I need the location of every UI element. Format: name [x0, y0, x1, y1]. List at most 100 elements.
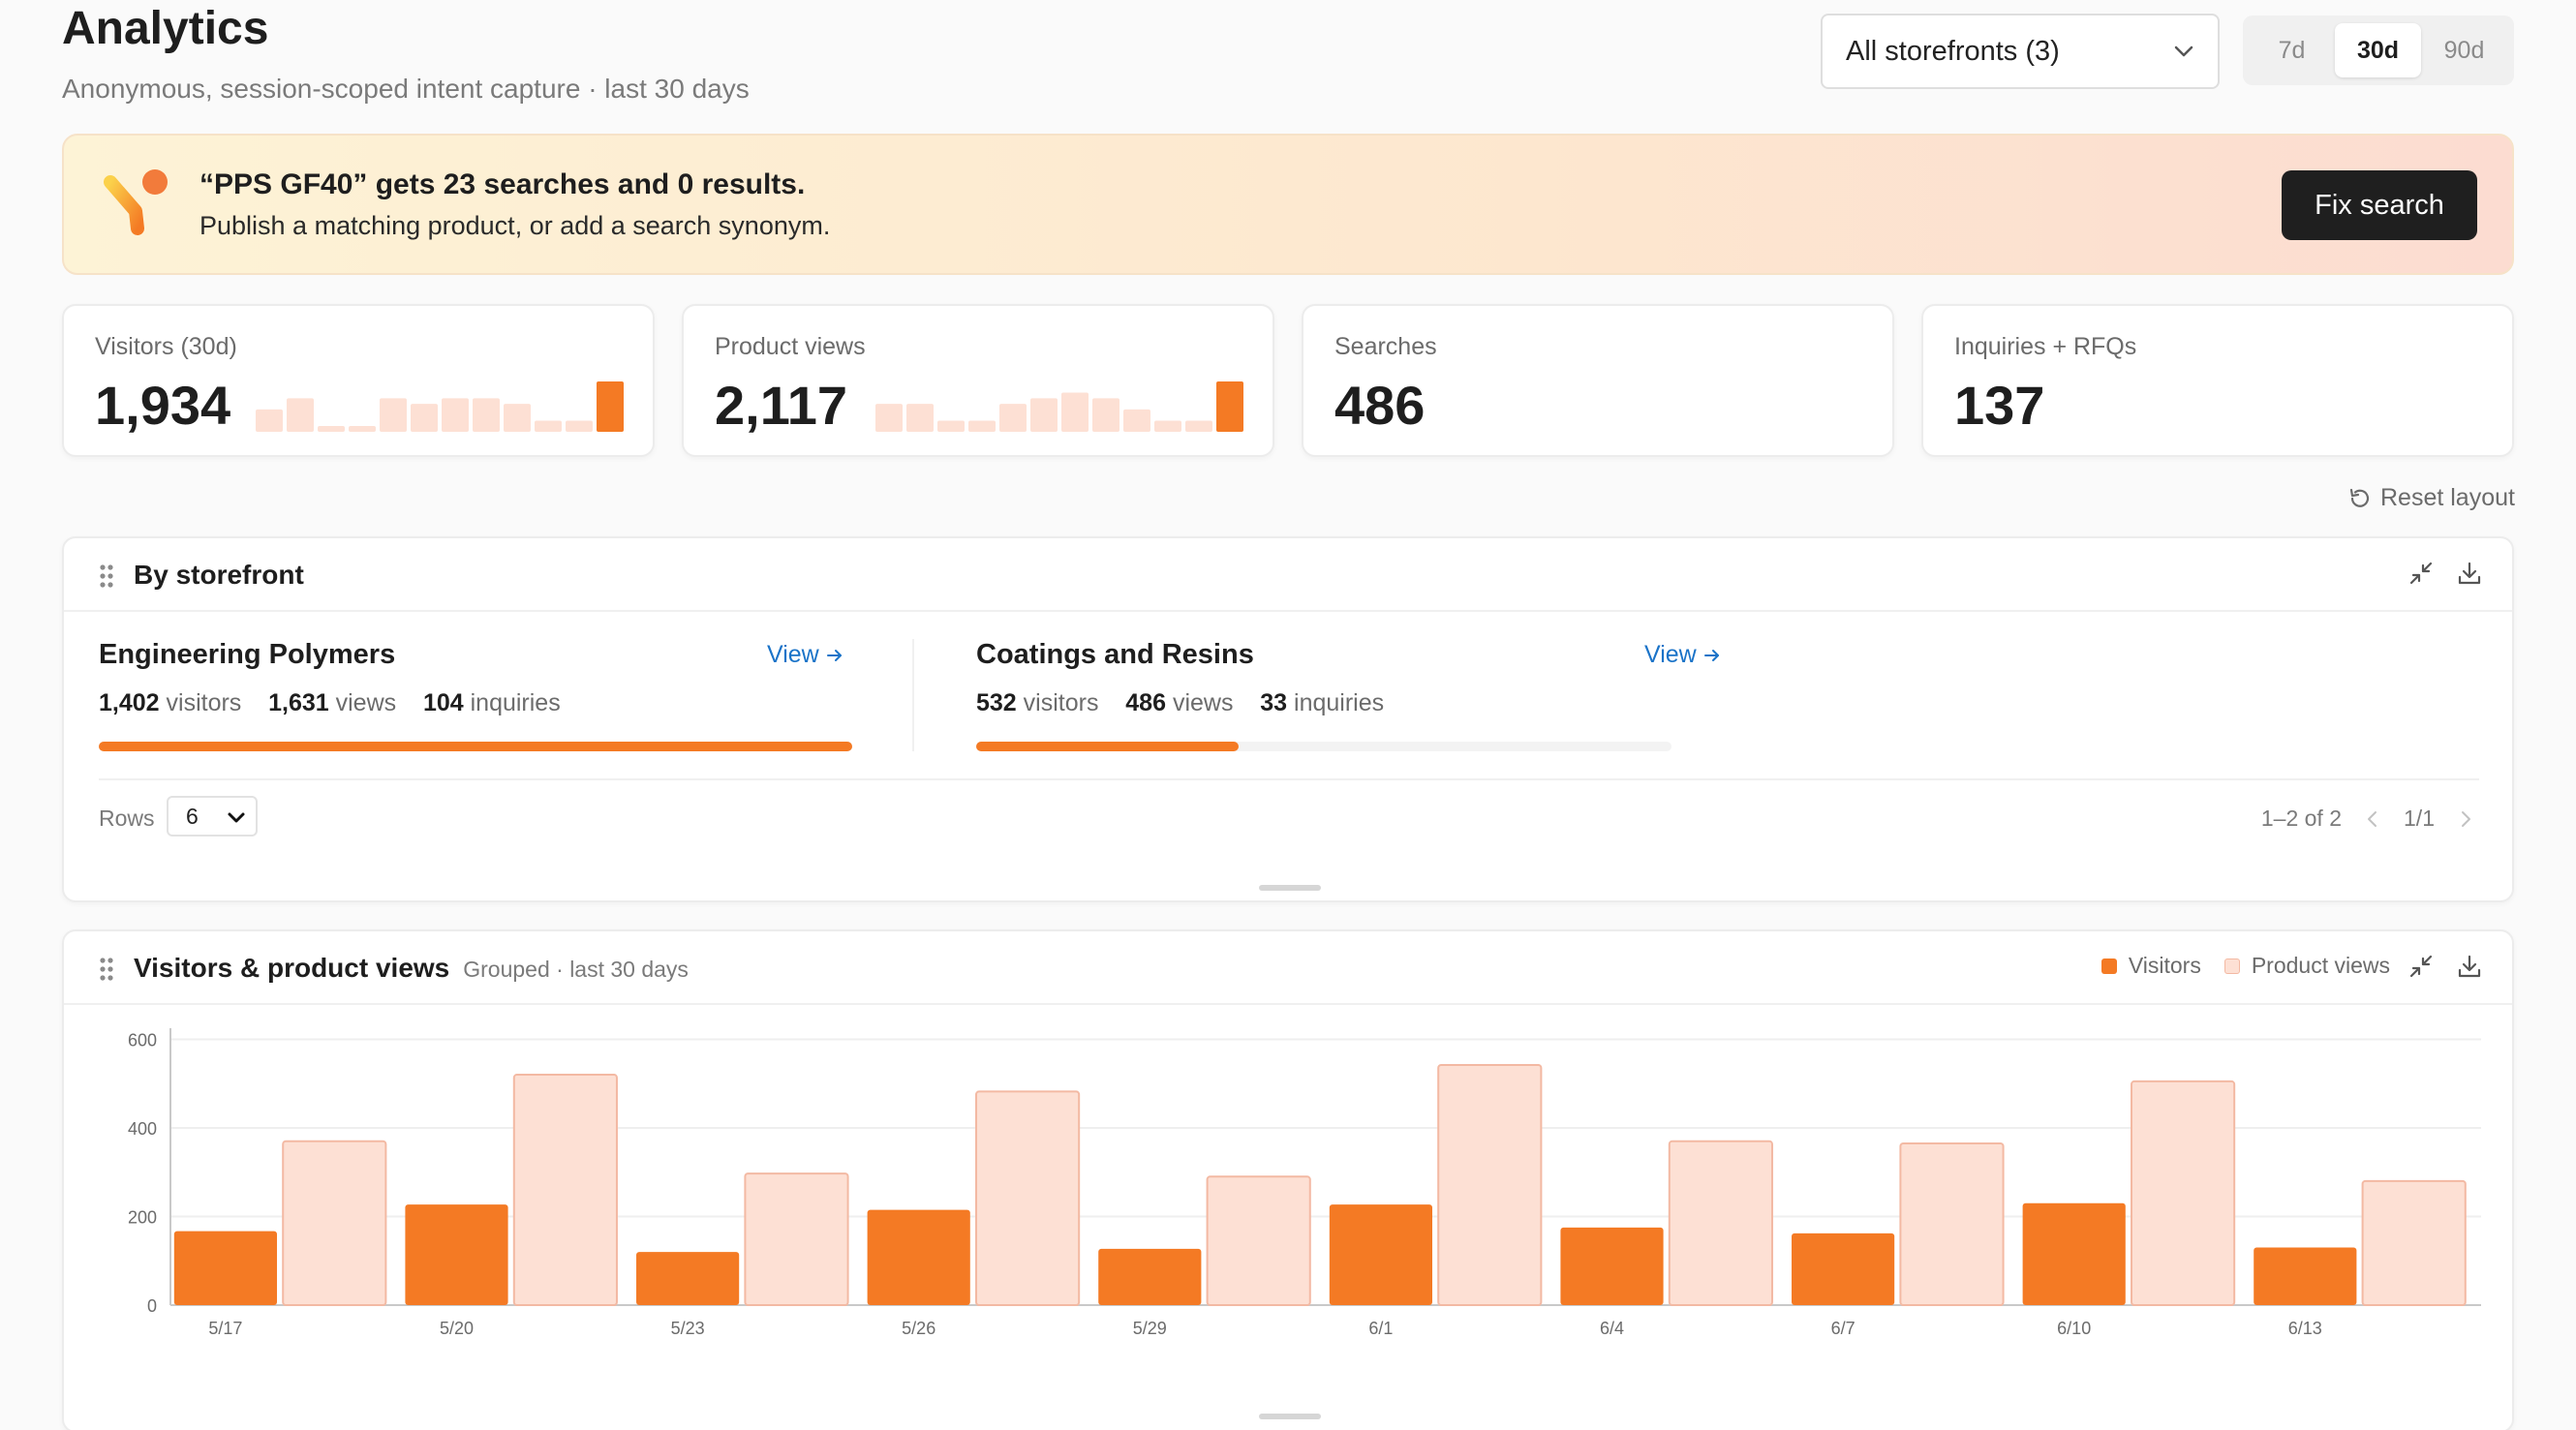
- sparkline-bar: [1154, 420, 1181, 432]
- bar-product-views[interactable]: [1206, 1175, 1311, 1306]
- next-page-icon[interactable]: [2458, 809, 2473, 829]
- sparkline-bar: [473, 398, 500, 432]
- bar-visitors[interactable]: [636, 1252, 740, 1305]
- sparkline-bar: [875, 404, 903, 432]
- card-title: Visitors & product views Grouped · last 3…: [134, 953, 689, 984]
- bar-visitors[interactable]: [867, 1209, 970, 1305]
- x-tick-label: 5/20: [440, 1319, 474, 1338]
- storefront-view-link[interactable]: View: [767, 641, 844, 669]
- x-tick-label: 6/10: [2057, 1319, 2091, 1338]
- kpi-value: 137: [1954, 375, 2045, 436]
- sparkline-bar: [906, 404, 934, 432]
- pagination-page: 1/1: [2404, 806, 2435, 831]
- column-divider: [912, 639, 914, 751]
- bar-product-views[interactable]: [282, 1140, 387, 1306]
- stat-views-word: views: [335, 689, 397, 716]
- x-tick-label: 6/13: [2288, 1319, 2322, 1338]
- bar-visitors[interactable]: [2254, 1247, 2357, 1305]
- sparkline-bar: [566, 420, 593, 432]
- drag-grip-icon[interactable]: [99, 563, 114, 589]
- sparkline-bar: [349, 426, 376, 432]
- arrow-right-icon: [1703, 649, 1719, 661]
- bar-product-views[interactable]: [1437, 1063, 1543, 1306]
- storefront-view-link[interactable]: View: [1644, 641, 1722, 669]
- stat-inquiries: 104: [422, 689, 464, 716]
- chart-subtitle: Grouped · last 30 days: [463, 957, 689, 982]
- range-7d-button[interactable]: 7d: [2278, 36, 2306, 64]
- stat-inquiries-word: inquiries: [1294, 689, 1385, 716]
- bar-visitors[interactable]: [2022, 1202, 2126, 1305]
- drag-grip-icon[interactable]: [99, 957, 114, 982]
- y-tick-label: 200: [128, 1207, 157, 1227]
- sparkline-bar: [937, 420, 965, 432]
- stat-visitors: 532: [976, 689, 1017, 716]
- kpi-label: Product views: [715, 333, 866, 360]
- chevron-down-icon: [228, 812, 245, 823]
- legend-swatch: [2223, 958, 2240, 974]
- page-subtitle: Anonymous, session-scoped intent capture…: [62, 74, 750, 104]
- kpi-card-inquiries: Inquiries + RFQs 137: [1921, 304, 2514, 457]
- bar-product-views[interactable]: [1668, 1140, 1773, 1306]
- download-icon[interactable]: [2456, 953, 2483, 980]
- banner-title: “PPS GF40” gets 23 searches and 0 result…: [199, 168, 806, 200]
- bar-product-views[interactable]: [1899, 1141, 2005, 1306]
- bar-visitors[interactable]: [1792, 1232, 1895, 1305]
- visitors-sparkline: [256, 381, 624, 432]
- search-alert-banner: “PPS GF40” gets 23 searches and 0 result…: [62, 134, 2514, 275]
- kpi-label: Searches: [1334, 333, 1437, 360]
- sparkline-bar: [597, 381, 624, 432]
- x-tick-label: 6/4: [1600, 1319, 1624, 1338]
- bar-product-views[interactable]: [974, 1090, 1081, 1306]
- bar-visitors[interactable]: [1098, 1248, 1202, 1305]
- sparkline-bar: [318, 426, 345, 432]
- sparkline-bar: [1092, 398, 1119, 432]
- legend-swatch: [2101, 958, 2117, 974]
- resize-handle[interactable]: [1259, 1414, 1321, 1419]
- collapse-icon[interactable]: [2407, 560, 2435, 587]
- storefront-select[interactable]: All storefronts (3): [1821, 14, 2220, 89]
- bar-visitors[interactable]: [405, 1204, 508, 1305]
- sparkline-bar: [256, 409, 283, 432]
- date-range-toggle: 7d 30d 90d: [2243, 15, 2514, 85]
- storefront-name: Engineering Polymers: [99, 639, 396, 670]
- download-icon[interactable]: [2456, 560, 2483, 587]
- y-tick-label: 0: [147, 1296, 157, 1316]
- bar-product-views[interactable]: [744, 1172, 849, 1306]
- card-header: Visitors & product views Grouped · last 3…: [64, 931, 2512, 1005]
- bar-product-views[interactable]: [2361, 1179, 2467, 1306]
- legend-item-visitors[interactable]: Visitors: [2101, 953, 2201, 979]
- x-tick-label: 5/17: [208, 1319, 242, 1338]
- stat-views-word: views: [1172, 689, 1234, 716]
- legend-item-product-views[interactable]: Product views: [2223, 953, 2390, 979]
- chevron-down-icon: [2174, 46, 2193, 57]
- kpi-card-product-views: Product views 2,117: [682, 304, 1274, 457]
- range-30d-button[interactable]: 30d: [2335, 23, 2421, 77]
- resize-handle[interactable]: [1259, 885, 1321, 891]
- reset-layout-button[interactable]: Reset layout: [2347, 484, 2515, 512]
- sparkline-bar: [1185, 420, 1212, 432]
- kpi-card-visitors: Visitors (30d) 1,934: [62, 304, 655, 457]
- bar-visitors[interactable]: [1560, 1227, 1664, 1305]
- card-header: By storefront: [64, 538, 2512, 612]
- page-title: Analytics: [62, 3, 269, 54]
- bar-product-views[interactable]: [2130, 1080, 2236, 1306]
- bar-visitors[interactable]: [1329, 1204, 1432, 1305]
- bar-product-views[interactable]: [512, 1074, 618, 1306]
- reset-icon: [2349, 488, 2370, 507]
- fix-search-button[interactable]: Fix search: [2282, 170, 2477, 240]
- sparkline-bar: [1061, 392, 1089, 432]
- bar-visitors[interactable]: [173, 1231, 277, 1305]
- prev-page-icon[interactable]: [2365, 809, 2380, 829]
- x-tick-label: 6/7: [1831, 1319, 1855, 1338]
- y-tick-label: 600: [128, 1030, 157, 1050]
- arrow-right-icon: [826, 649, 842, 661]
- collapse-icon[interactable]: [2407, 953, 2435, 980]
- kpi-value: 486: [1334, 375, 1426, 436]
- view-link-label: View: [1644, 641, 1697, 668]
- rows-per-page-select[interactable]: 6: [167, 796, 258, 837]
- card-title: By storefront: [134, 560, 304, 590]
- product-views-sparkline: [875, 381, 1243, 432]
- range-90d-button[interactable]: 90d: [2443, 36, 2485, 64]
- storefront-name: Coatings and Resins: [976, 639, 1254, 670]
- sparkline-bar: [442, 398, 469, 432]
